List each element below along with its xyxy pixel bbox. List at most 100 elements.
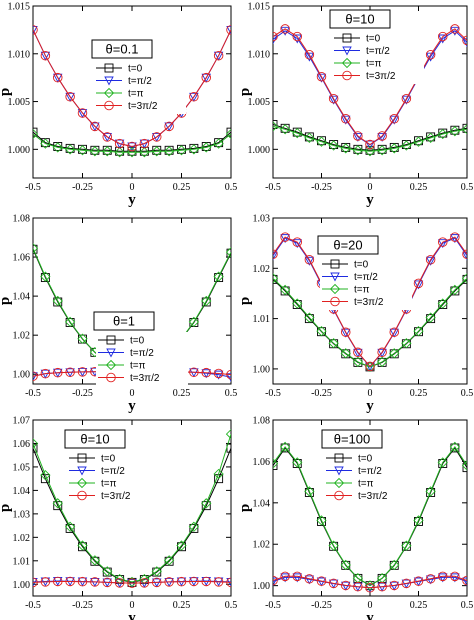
data-point xyxy=(273,251,278,261)
data-point xyxy=(377,348,387,358)
data-point xyxy=(33,577,38,588)
y-tick-label: 1.01 xyxy=(13,556,31,567)
data-point xyxy=(102,577,112,588)
data-point xyxy=(273,120,278,129)
data-point xyxy=(389,559,400,571)
legend-title-box xyxy=(317,235,379,255)
data-point xyxy=(126,576,138,588)
data-point xyxy=(33,438,39,449)
legend-label: t=π/2 xyxy=(354,272,378,283)
y-tick-label: 1.00 xyxy=(253,581,271,592)
legend-label: t=0 xyxy=(101,454,116,465)
data-point xyxy=(279,124,291,135)
x-tick-label: 0 xyxy=(368,182,373,193)
chart-panel-6: -0.5 -0.25 0 0.25 0.5 1.00 1.02 1.04 1.06 1.08 y p θ… xyxy=(237,416,473,620)
data-point xyxy=(65,523,75,533)
data-point xyxy=(292,457,303,468)
data-point xyxy=(201,142,212,153)
legend-marker xyxy=(103,87,115,99)
data-point xyxy=(102,132,112,142)
data-point xyxy=(364,580,376,591)
data-point xyxy=(226,577,231,588)
y-tick-label: 1.00 xyxy=(13,370,31,381)
data-point xyxy=(401,93,412,104)
data-point xyxy=(89,555,101,566)
data-point xyxy=(226,25,231,35)
data-point xyxy=(53,501,63,511)
legend-marker xyxy=(342,46,352,56)
y-tick-label: 1.06 xyxy=(253,457,271,468)
data-point xyxy=(438,571,448,582)
data-point xyxy=(40,50,51,61)
data-point xyxy=(33,443,38,453)
data-point xyxy=(413,136,424,147)
data-point xyxy=(53,367,63,378)
data-point xyxy=(438,237,448,247)
data-point xyxy=(304,256,315,266)
legend-marker xyxy=(330,296,340,307)
legend-title-box xyxy=(64,429,126,449)
chart-panel-2: -0.5 -0.25 0 0.25 0.5 1.000 1.005 1.010 1.015 y p θ… xyxy=(237,2,473,209)
y-tick-label: 1.02 xyxy=(13,533,31,544)
y-tick-label: 1.00 xyxy=(13,580,31,591)
data-point xyxy=(90,577,100,587)
data-point xyxy=(365,361,375,372)
legend-marker xyxy=(330,259,340,269)
data-point xyxy=(77,108,88,118)
x-tick-label: 0 xyxy=(368,388,373,399)
data-point xyxy=(201,498,212,509)
data-point xyxy=(225,247,231,258)
data-point xyxy=(377,581,387,592)
legend-marker xyxy=(342,33,352,43)
y-tick-label: 1.02 xyxy=(253,264,271,275)
series-line xyxy=(273,446,467,586)
data-point xyxy=(151,566,162,577)
legend: θ=1 t=0t=π/2 t=πt=3π/2 xyxy=(93,311,188,386)
data-point xyxy=(364,361,376,373)
data-point xyxy=(201,369,211,379)
data-point xyxy=(292,298,303,309)
data-point xyxy=(462,463,467,473)
y-tick-label: 1.000 xyxy=(8,145,31,156)
data-point xyxy=(52,498,63,509)
data-point xyxy=(425,575,436,585)
legend-marker xyxy=(334,466,344,476)
data-point xyxy=(65,367,75,378)
data-point xyxy=(280,571,290,582)
data-point xyxy=(176,145,187,156)
data-point xyxy=(413,515,424,526)
legend-marker xyxy=(104,76,114,86)
data-point xyxy=(341,328,351,338)
data-point xyxy=(77,333,88,344)
data-point xyxy=(164,577,174,587)
data-point xyxy=(340,348,351,359)
data-point xyxy=(164,122,174,132)
legend: θ=10 t=0t=π/2 t=πt=3π/2 xyxy=(64,429,159,504)
data-point xyxy=(33,371,38,381)
data-point xyxy=(461,124,467,135)
data-point xyxy=(102,146,113,157)
data-point xyxy=(304,49,315,60)
data-point xyxy=(102,566,113,577)
data-point xyxy=(139,138,150,149)
data-point xyxy=(89,146,101,157)
data-point xyxy=(64,521,76,532)
data-point xyxy=(102,132,112,142)
x-tick-label: -0.5 xyxy=(265,600,281,611)
data-point xyxy=(413,280,424,290)
data-point xyxy=(279,441,291,453)
data-point xyxy=(33,372,38,382)
data-point xyxy=(292,573,302,583)
chart-title: θ=100 xyxy=(334,432,371,447)
data-point xyxy=(425,49,436,60)
data-point xyxy=(328,540,339,551)
data-point xyxy=(213,50,224,61)
data-point xyxy=(449,126,461,137)
data-point xyxy=(127,142,137,152)
legend: θ=0.1 t=0t=π/2 t=πt=3π/2 xyxy=(91,39,186,114)
data-point xyxy=(77,576,88,587)
chart-title: θ=0.1 xyxy=(106,42,139,57)
data-point xyxy=(273,249,278,259)
legend-marker xyxy=(105,359,117,371)
